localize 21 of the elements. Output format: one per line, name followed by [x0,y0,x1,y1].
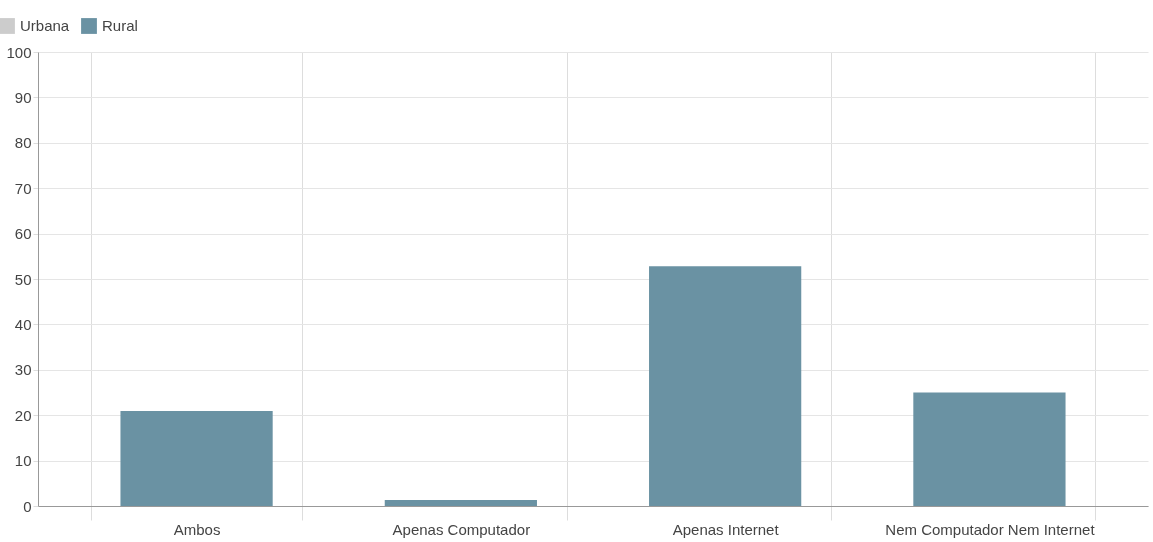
bar [120,411,273,506]
y-tick-label: 20 [14,406,32,424]
x-tick-label: Apenas Internet [672,520,780,538]
y-tick-label: 50 [14,270,32,288]
y-tick-label: 40 [14,315,32,333]
legend-label: Rural [102,17,138,34]
y-tick-label: 90 [14,88,32,106]
y-tick-label: 70 [14,179,32,197]
y-tick-label: 80 [14,134,32,152]
x-tick-label: Apenas Computador [392,520,531,538]
y-tick-label: 30 [14,361,32,379]
x-tick-label: Ambos [173,520,221,538]
y-tick-label: 10 [14,452,32,470]
bar [384,500,537,506]
bar [913,392,1066,506]
y-tick-label: 60 [14,225,32,243]
y-tick-label: 100 [6,43,32,61]
y-tick-label: 0 [23,497,32,515]
x-tick-label: Nem Computador Nem Internet [885,520,1096,538]
bar [649,266,802,506]
legend-label: Urbana [20,17,70,34]
